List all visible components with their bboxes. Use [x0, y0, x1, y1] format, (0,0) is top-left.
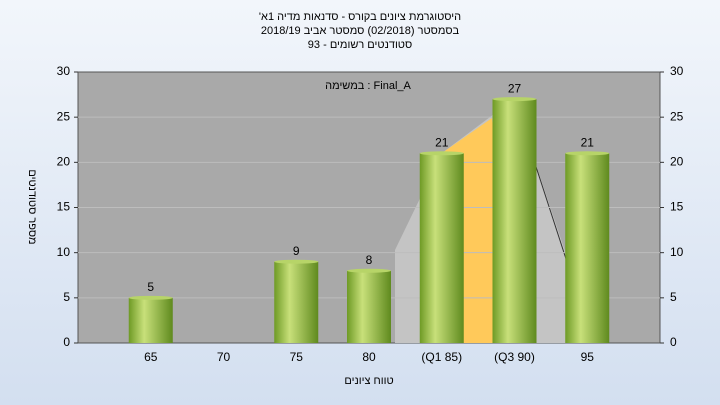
bar-top	[128, 295, 173, 300]
y-tick-label: 5	[63, 290, 70, 304]
bar	[128, 297, 173, 343]
x-axis-label: טווח ציונים	[344, 375, 393, 387]
chart-title: 'היסטוגרמת ציונים בקורס - סדנאות מדיה 1א	[259, 11, 461, 23]
y-tick-label: 30	[57, 64, 71, 78]
x-tick-label: 75	[290, 350, 304, 364]
value-label: 5	[147, 280, 154, 294]
value-label: 21	[581, 135, 595, 149]
y2-tick-label: 10	[670, 245, 684, 259]
y2-tick-label: 0	[670, 335, 677, 349]
y-tick-label: 25	[57, 109, 71, 123]
x-tick-label: 70	[217, 350, 231, 364]
bar-top	[419, 151, 464, 156]
bar	[492, 99, 537, 343]
y2-tick-label: 5	[670, 290, 677, 304]
y-axis-label: מספר סטודנטים	[26, 169, 38, 244]
x-tick-label: (Q1 85)	[421, 350, 462, 364]
y-tick-label: 15	[57, 200, 71, 214]
value-label: 27	[508, 81, 522, 95]
x-tick-label: 65	[144, 350, 158, 364]
x-tick-label: 95	[581, 350, 595, 364]
bar	[419, 153, 464, 343]
y2-tick-label: 30	[670, 64, 684, 78]
x-tick-label: (Q3 90)	[494, 350, 535, 364]
y-tick-label: 10	[57, 245, 71, 259]
chart-subtitle: בסמסטר (02/2018) סמסטר אביב 2018/19	[261, 25, 460, 37]
y-tick-label: 20	[57, 155, 71, 169]
y2-tick-label: 25	[670, 109, 684, 123]
y2-tick-label: 20	[670, 155, 684, 169]
bar	[347, 270, 391, 343]
value-label: 21	[435, 135, 449, 149]
bar-top	[347, 268, 391, 273]
bar-top	[274, 259, 319, 264]
value-label: 8	[366, 253, 373, 267]
annotation: במשימה : Final_A	[325, 80, 411, 92]
y2-tick-label: 15	[670, 200, 684, 214]
y-tick-label: 0	[63, 335, 70, 349]
bar-top	[565, 151, 610, 156]
bar	[565, 153, 610, 343]
value-label: 9	[293, 244, 300, 258]
bar	[274, 261, 319, 343]
bar-top	[492, 97, 537, 102]
x-tick-label: 80	[362, 350, 376, 364]
chart-subtitle: 93 - סטודנטים רשומים	[308, 39, 412, 51]
